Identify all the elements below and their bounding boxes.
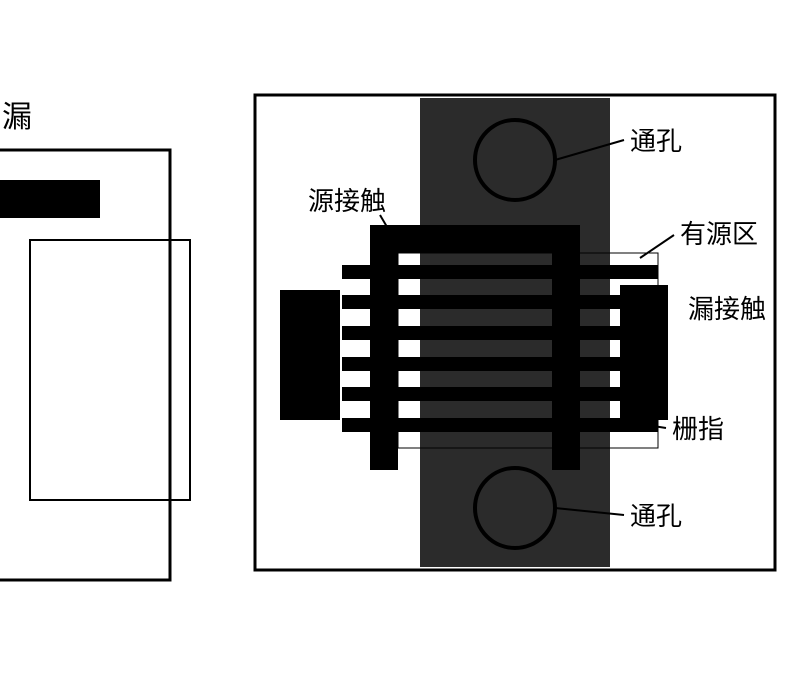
label-gate: 栅 xyxy=(292,339,318,368)
label-drain: 漏接触 xyxy=(688,295,766,324)
label-source: 源接触 xyxy=(308,187,386,216)
gate-finger-1 xyxy=(342,295,658,309)
left-char-label: 漏 xyxy=(2,101,32,134)
label-gate-finger: 栅指 xyxy=(672,415,724,444)
label-via-top: 通孔 xyxy=(630,127,682,156)
gate-finger-0 xyxy=(342,265,658,279)
gate-finger-2 xyxy=(342,326,658,340)
label-via-bottom: 通孔 xyxy=(630,502,682,531)
label-active: 有源区 xyxy=(680,220,758,249)
left-top-bar xyxy=(0,180,100,218)
diagram-svg: 漏通孔通孔源接触有源区漏接触栅栅指 xyxy=(0,0,806,678)
left-inner-box xyxy=(30,240,190,500)
gate-finger-5 xyxy=(342,418,658,432)
gate-finger-4 xyxy=(342,387,658,401)
gate-finger-3 xyxy=(342,357,658,371)
